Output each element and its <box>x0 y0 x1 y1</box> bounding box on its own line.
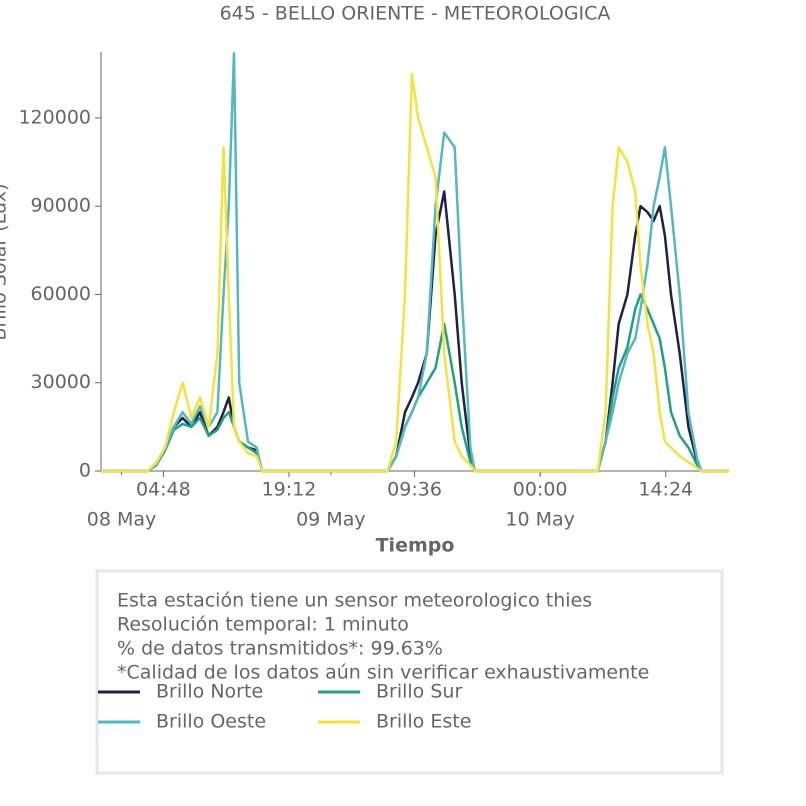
y-tick-label: 0 <box>79 460 91 482</box>
legend-label: Brillo Oeste <box>156 711 266 733</box>
x-axis-label: Tiempo <box>376 535 455 557</box>
x-date-label: 10 May <box>505 509 575 531</box>
x-date-label: 09 May <box>296 509 366 531</box>
series-line <box>101 72 729 473</box>
annotation: % de datos transmitidos*: 99.63% <box>117 638 443 660</box>
x-tick-label: 19:12 <box>262 479 317 501</box>
x-date-label: 08 May <box>87 509 157 531</box>
annotation: Resolución temporal: 1 minuto <box>117 614 409 636</box>
x-tick-label: 14:24 <box>638 479 693 501</box>
y-tick-label: 90000 <box>31 195 91 217</box>
x-tick-label: 04:48 <box>136 479 191 501</box>
y-tick-label: 120000 <box>18 106 91 128</box>
y-tick-label: 60000 <box>31 283 91 305</box>
series-line <box>101 293 729 473</box>
annotation: Esta estación tiene un sensor meteorolog… <box>117 590 592 612</box>
info-box <box>95 569 724 775</box>
chart-title: 645 - BELLO ORIENTE - METEOROLOGICA <box>220 3 611 25</box>
annotation: *Calidad de los datos aún sin verificar … <box>117 662 649 684</box>
legend-label: Brillo Este <box>376 711 471 733</box>
series-line <box>101 190 729 473</box>
x-tick-label: 00:00 <box>513 479 568 501</box>
y-axis-label: Brillo Solar (Lux) <box>0 183 11 340</box>
legend-label: Brillo Norte <box>156 681 263 703</box>
legend-label: Brillo Sur <box>376 681 462 703</box>
x-tick-label: 09:36 <box>387 479 442 501</box>
y-tick-label: 30000 <box>31 371 91 393</box>
